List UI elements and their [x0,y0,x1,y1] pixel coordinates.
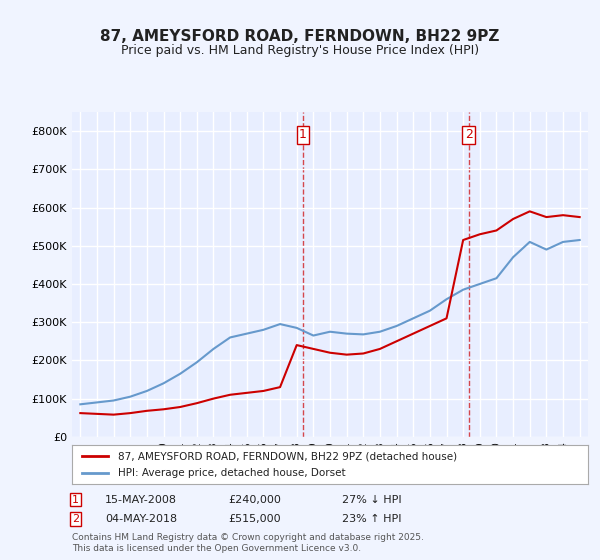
Text: 04-MAY-2018: 04-MAY-2018 [105,514,177,524]
Text: 2: 2 [465,128,473,141]
Text: Contains HM Land Registry data © Crown copyright and database right 2025.
This d: Contains HM Land Registry data © Crown c… [72,533,424,553]
Text: £515,000: £515,000 [228,514,281,524]
Text: 27% ↓ HPI: 27% ↓ HPI [342,494,401,505]
Text: 1: 1 [72,494,79,505]
Text: 1: 1 [299,128,307,141]
Text: 87, AMEYSFORD ROAD, FERNDOWN, BH22 9PZ: 87, AMEYSFORD ROAD, FERNDOWN, BH22 9PZ [100,29,500,44]
Text: 15-MAY-2008: 15-MAY-2008 [105,494,177,505]
Text: 23% ↑ HPI: 23% ↑ HPI [342,514,401,524]
Text: Price paid vs. HM Land Registry's House Price Index (HPI): Price paid vs. HM Land Registry's House … [121,44,479,57]
Text: HPI: Average price, detached house, Dorset: HPI: Average price, detached house, Dors… [118,468,346,478]
Text: £240,000: £240,000 [228,494,281,505]
Text: 87, AMEYSFORD ROAD, FERNDOWN, BH22 9PZ (detached house): 87, AMEYSFORD ROAD, FERNDOWN, BH22 9PZ (… [118,451,458,461]
Text: 2: 2 [72,514,79,524]
